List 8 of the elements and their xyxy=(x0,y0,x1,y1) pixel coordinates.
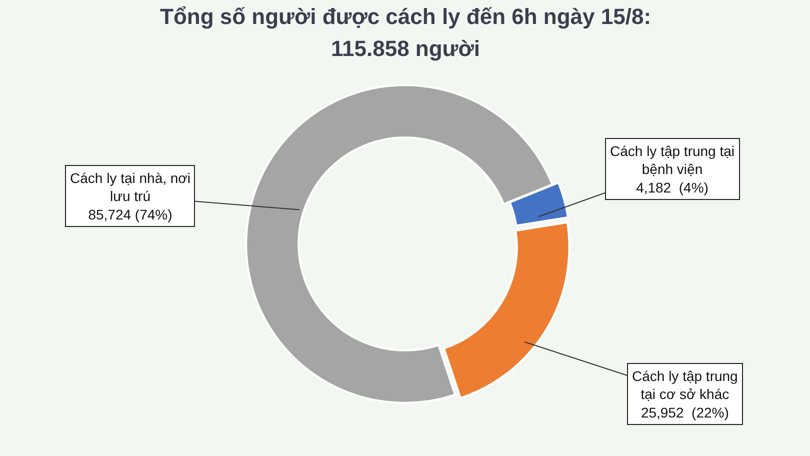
slice-label: Cách ly tập trung tại bệnh viện xyxy=(610,143,735,178)
data-label: 25,952 (22%) xyxy=(640,404,729,420)
slice-label: Cách ly tại nhà, nơi lưu trú xyxy=(70,170,190,204)
data-label: 85,724 (74%) xyxy=(88,206,172,222)
chart-subtitle: 115.858 người xyxy=(331,36,480,61)
slice-label: Cách ly tập trung tại cơ sở khác xyxy=(632,368,738,402)
data-label: 4,182 (4%) xyxy=(636,179,708,196)
chart-title: Tổng số người được cách ly đến 6h ngày 15/8: xyxy=(160,4,652,29)
